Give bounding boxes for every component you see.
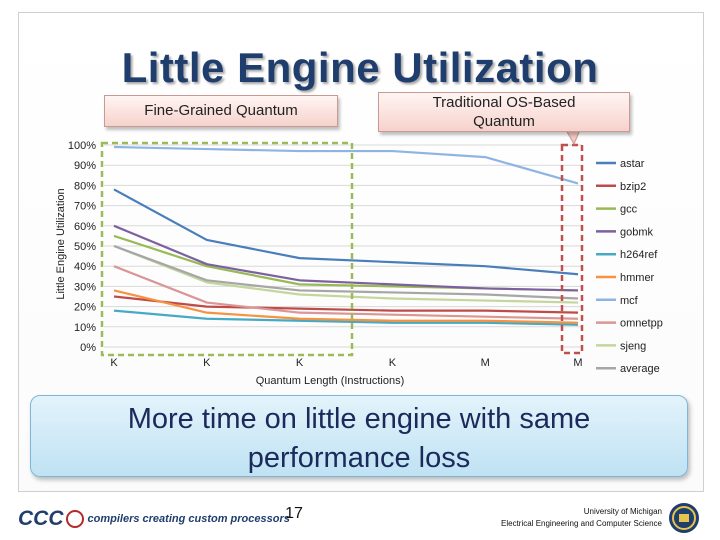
chart-gridlines xyxy=(104,144,582,348)
y-tick-label: 0% xyxy=(80,342,96,354)
y-tick-label: 40% xyxy=(74,261,96,273)
series-line-mcf xyxy=(113,145,579,185)
y-tick-label: 10% xyxy=(74,322,96,334)
traditional-callout-line2: Quantum xyxy=(473,113,535,130)
fine-grained-callout: Fine-Grained Quantum xyxy=(104,95,338,127)
university-name: University of Michigan xyxy=(583,507,662,516)
fine-grained-highlight-box xyxy=(100,141,354,357)
takeaway-box: More time on little engine with same per… xyxy=(30,395,688,477)
y-tick-label: 100% xyxy=(68,140,96,152)
slide-title: Little Engine Utilization xyxy=(121,44,599,91)
y-tick-labels: 0% 10% 20% 30% 40% 50% 60% 70% 80% 90% 100% xyxy=(68,140,96,354)
legend-label: h264ref xyxy=(620,249,658,261)
x-tick-label: K xyxy=(110,357,118,369)
legend-label: gcc xyxy=(620,204,638,216)
x-tick-label: K xyxy=(203,357,211,369)
ccc-logo-icon xyxy=(65,510,84,528)
x-tick-label: M xyxy=(481,357,490,369)
x-axis-label: Quantum Length (Instructions) xyxy=(256,375,405,387)
traditional-highlight-box xyxy=(560,143,584,355)
ccc-logo-text: CCC xyxy=(18,507,64,530)
ccc-logo: CCC compilers creating custom processors xyxy=(18,506,290,532)
department-name: Electrical Engineering and Computer Scie… xyxy=(501,519,662,528)
traditional-callout-line1: Traditional OS-Based xyxy=(432,94,576,111)
x-tick-label: K xyxy=(389,357,397,369)
y-tick-label: 80% xyxy=(74,180,96,192)
series-line-sjeng xyxy=(113,244,579,304)
chart-series xyxy=(113,145,579,326)
y-axis-label: Little Engine Utilization xyxy=(55,188,67,299)
series-line-hmmer xyxy=(113,289,579,324)
y-tick-label: 70% xyxy=(74,201,96,213)
page-number: 17 xyxy=(285,505,303,522)
y-tick-label: 50% xyxy=(74,241,96,253)
traditional-callout-pointer xyxy=(565,129,581,146)
traditional-callout: Traditional OS-Based Quantum xyxy=(378,92,630,132)
y-tick-label: 30% xyxy=(74,281,96,293)
legend-label: astar xyxy=(620,158,645,170)
series-line-astar xyxy=(113,188,579,276)
chart-legend: astar bzip2 gcc gobmk h264ref hmmer mcf omnetpp… xyxy=(596,158,663,375)
legend-label: sjeng xyxy=(620,340,646,352)
legend-label: hmmer xyxy=(620,272,655,284)
legend-label: omnetpp xyxy=(620,318,663,330)
y-tick-label: 90% xyxy=(74,160,96,172)
series-line-bzip2 xyxy=(113,295,579,314)
takeaway-line1: More time on little engine with same xyxy=(127,403,591,435)
y-tick-label: 20% xyxy=(74,302,96,314)
x-tick-label: M xyxy=(573,357,582,369)
x-tick-label: K xyxy=(296,357,304,369)
series-line-gobmk xyxy=(113,224,579,292)
university-seal-icon xyxy=(669,503,699,533)
takeaway-line2: performance loss xyxy=(247,442,471,474)
legend-label: mcf xyxy=(620,295,639,307)
legend-label: average xyxy=(620,363,660,375)
series-line-omnetpp xyxy=(113,265,579,320)
legend-label: bzip2 xyxy=(620,181,646,193)
y-tick-label: 60% xyxy=(74,221,96,233)
footer-tagline: compilers creating custom processors xyxy=(87,513,290,525)
university-label: University of Michigan Electrical Engine… xyxy=(430,506,662,530)
series-line-average xyxy=(113,244,579,300)
series-line-h264ref xyxy=(113,309,579,326)
legend-label: gobmk xyxy=(620,226,654,238)
